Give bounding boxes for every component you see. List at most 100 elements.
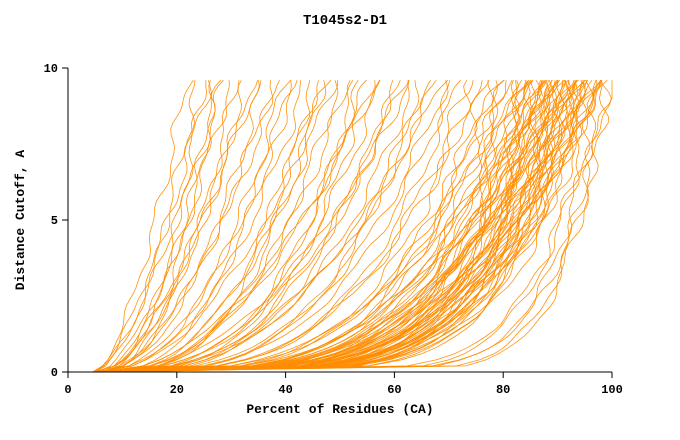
model-curve bbox=[98, 80, 577, 373]
x-tick-label: 80 bbox=[496, 383, 510, 397]
model-curve bbox=[98, 80, 498, 373]
model-curve bbox=[93, 80, 302, 373]
x-tick-label: 100 bbox=[601, 383, 623, 397]
model-curve bbox=[99, 80, 520, 373]
model-curve bbox=[97, 80, 230, 373]
model-curve bbox=[98, 79, 546, 373]
model-curve bbox=[99, 80, 513, 373]
model-curve bbox=[94, 80, 196, 373]
model-curve bbox=[100, 80, 449, 373]
model-curve bbox=[94, 79, 569, 373]
model-curve bbox=[93, 80, 583, 373]
x-tick-label: 40 bbox=[278, 383, 292, 397]
model-curve bbox=[99, 79, 601, 373]
model-curve bbox=[98, 80, 319, 373]
model-curve bbox=[99, 80, 559, 373]
model-curve bbox=[99, 79, 588, 373]
model-curve bbox=[101, 79, 589, 373]
model-curve bbox=[96, 80, 603, 373]
model-curve bbox=[95, 80, 212, 373]
model-curve bbox=[99, 80, 569, 373]
model-curve bbox=[97, 80, 339, 373]
model-curve bbox=[102, 80, 298, 373]
model-curve bbox=[99, 80, 451, 373]
model-curve bbox=[94, 79, 380, 373]
model-curve bbox=[98, 80, 420, 373]
model-curve bbox=[97, 80, 550, 373]
model-curve bbox=[103, 80, 598, 373]
model-curve bbox=[94, 79, 608, 373]
x-tick-label: 0 bbox=[64, 383, 71, 397]
model-curve bbox=[102, 80, 558, 373]
model-curve bbox=[103, 80, 571, 373]
model-curve bbox=[95, 79, 579, 373]
model-curve bbox=[96, 79, 291, 373]
model-curve bbox=[93, 79, 224, 373]
model-curve bbox=[94, 79, 530, 373]
y-tick-label: 5 bbox=[51, 214, 58, 228]
model-curves bbox=[92, 79, 613, 373]
model-curve bbox=[101, 80, 537, 373]
model-curve bbox=[105, 80, 258, 373]
model-curve bbox=[97, 79, 431, 373]
model-curve bbox=[95, 80, 575, 373]
model-curve bbox=[100, 80, 527, 373]
model-curve bbox=[102, 80, 494, 373]
model-curve bbox=[99, 80, 240, 373]
model-curve bbox=[99, 80, 609, 373]
model-curve bbox=[94, 79, 593, 373]
model-curve bbox=[100, 80, 338, 373]
model-curve bbox=[104, 80, 550, 373]
model-curve bbox=[95, 80, 242, 373]
model-curve bbox=[100, 79, 586, 373]
model-curve bbox=[101, 80, 274, 373]
model-curve bbox=[102, 80, 394, 373]
model-curve bbox=[98, 80, 545, 373]
x-axis-label: Percent of Residues (CA) bbox=[246, 402, 433, 417]
model-curve bbox=[103, 80, 543, 373]
model-curve bbox=[99, 80, 575, 373]
model-curve bbox=[100, 79, 543, 373]
model-curve bbox=[97, 80, 311, 373]
model-curve bbox=[94, 80, 474, 373]
model-curve bbox=[102, 80, 292, 373]
model-curve bbox=[97, 79, 505, 373]
model-curve bbox=[97, 80, 472, 373]
model-curve bbox=[100, 79, 578, 373]
model-curve bbox=[95, 79, 523, 373]
model-curve bbox=[98, 79, 565, 373]
model-curve bbox=[92, 79, 194, 373]
model-curve bbox=[102, 80, 351, 373]
axes: 0 20 40 60 80 100 0 5 10 bbox=[44, 62, 623, 397]
model-curve bbox=[105, 80, 410, 373]
model-curve bbox=[100, 79, 354, 373]
model-curve bbox=[100, 80, 280, 373]
x-tick-label: 20 bbox=[170, 383, 184, 397]
model-curve bbox=[101, 79, 449, 373]
model-curve bbox=[98, 80, 381, 373]
model-curve bbox=[94, 79, 367, 373]
model-curve bbox=[97, 80, 216, 373]
model-curve bbox=[98, 79, 505, 373]
model-curve bbox=[100, 80, 597, 373]
model-curve bbox=[101, 79, 612, 373]
model-curve bbox=[96, 79, 534, 373]
y-axis-label: Distance Cutoff, A bbox=[13, 150, 28, 291]
model-curve bbox=[96, 79, 529, 373]
y-tick-label: 10 bbox=[44, 62, 58, 76]
y-tick-label: 0 bbox=[51, 366, 58, 380]
plot-title: T1045s2-D1 bbox=[303, 13, 387, 29]
model-curve bbox=[102, 80, 490, 373]
model-curve bbox=[99, 80, 558, 373]
model-curve bbox=[99, 80, 401, 373]
model-curve bbox=[98, 79, 561, 373]
x-tick-label: 60 bbox=[387, 383, 401, 397]
model-curve bbox=[97, 80, 613, 373]
model-curve bbox=[99, 80, 558, 373]
model-curve bbox=[102, 80, 327, 373]
model-curve bbox=[99, 80, 410, 373]
model-curve bbox=[102, 80, 260, 373]
model-curve bbox=[92, 80, 207, 373]
